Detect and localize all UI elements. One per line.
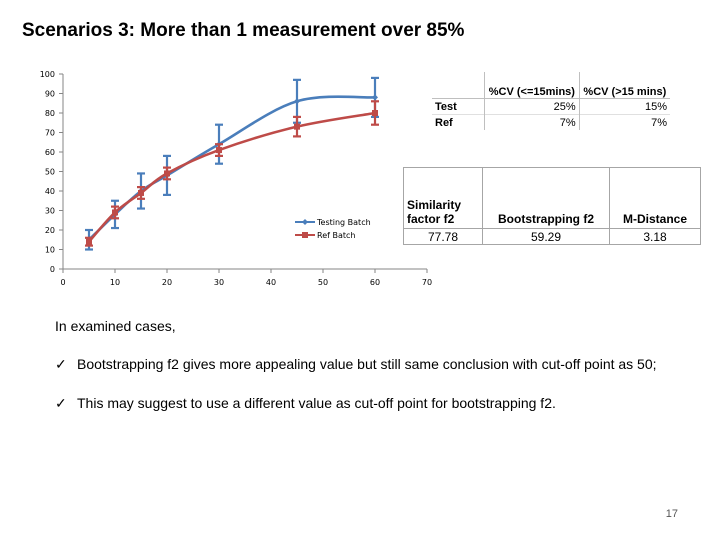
intro-text: In examined cases, <box>55 318 176 334</box>
cv-cell: 7% <box>484 114 580 130</box>
x-tick-label: 20 <box>162 278 172 287</box>
y-tick-label: 30 <box>45 207 55 216</box>
cv-row-label: Ref <box>432 114 485 130</box>
similarity-value-f2: 77.78 <box>403 228 483 245</box>
y-tick-label: 60 <box>45 148 55 157</box>
similarity-header-mdist: M-Distance <box>609 167 701 229</box>
data-point <box>86 238 92 245</box>
cv-header-1: %CV (<=15mins) <box>484 72 580 99</box>
x-tick-label: 70 <box>422 278 432 287</box>
body-text: In examined cases, ✓ Bootstrapping f2 gi… <box>55 318 695 434</box>
similarity-values: 77.78 59.29 3.18 <box>403 228 701 245</box>
legend-label: Ref Batch <box>317 231 355 240</box>
bullet-item: ✓ This may suggest to use a different va… <box>55 395 695 412</box>
legend-label: Testing Batch <box>316 218 371 227</box>
similarity-header: Similarity factor f2 Bootstrapping f2 M-… <box>403 167 701 229</box>
x-tick-label: 50 <box>318 278 328 287</box>
cv-cell: 7% <box>578 114 670 130</box>
slide-title: Scenarios 3: More than 1 measurement ove… <box>22 20 465 41</box>
cv-table-corner <box>432 72 485 99</box>
similarity-value-mdist: 3.18 <box>609 228 701 245</box>
y-tick-label: 80 <box>45 109 55 118</box>
cv-row-test: Test 25% 15% <box>432 98 670 115</box>
similarity-table: Similarity factor f2 Bootstrapping f2 M-… <box>403 167 701 245</box>
check-icon: ✓ <box>55 356 67 372</box>
bullet-text: Bootstrapping f2 gives more appealing va… <box>77 356 657 372</box>
cv-cell: 25% <box>484 98 580 115</box>
y-tick-label: 10 <box>45 246 55 255</box>
y-tick-label: 90 <box>45 90 55 99</box>
y-tick-label: 0 <box>50 265 55 274</box>
cv-cell: 15% <box>578 98 670 115</box>
x-tick-label: 10 <box>110 278 120 287</box>
page-number: 17 <box>665 508 678 520</box>
y-tick-label: 20 <box>45 226 55 235</box>
x-tick-label: 0 <box>60 278 65 287</box>
y-tick-label: 50 <box>45 168 55 177</box>
similarity-header-f2: Similarity factor f2 <box>403 167 483 229</box>
check-icon: ✓ <box>55 395 67 411</box>
legend-marker <box>302 232 308 238</box>
dissolution-chart: 0 10 20 30 40 50 60 70 80 90 100 0 10 20 30 40 50 60 70 Tes… <box>40 70 432 287</box>
data-point <box>112 209 118 216</box>
data-point <box>372 94 378 101</box>
legend-marker <box>302 219 308 225</box>
data-point <box>216 147 222 154</box>
x-tick-label: 30 <box>214 278 224 287</box>
cv-table-header: %CV (<=15mins) %CV (>15 mins) <box>432 72 670 99</box>
cv-header-2: %CV (>15 mins) <box>578 72 670 99</box>
y-tick-label: 40 <box>45 187 55 196</box>
cv-row-ref: Ref 7% 7% <box>432 114 670 130</box>
cv-table: %CV (<=15mins) %CV (>15 mins) Test 25% 1… <box>432 72 670 130</box>
data-point <box>164 170 170 177</box>
bullet-item: ✓ Bootstrapping f2 gives more appealing … <box>55 356 695 373</box>
bullet-text: This may suggest to use a different valu… <box>77 395 556 411</box>
similarity-header-bootstrap: Bootstrapping f2 <box>482 167 610 229</box>
cv-row-label: Test <box>435 100 457 113</box>
data-point <box>372 110 378 116</box>
data-point <box>138 189 144 196</box>
data-point <box>294 123 300 130</box>
y-tick-label: 100 <box>40 70 55 79</box>
x-tick-label: 60 <box>370 278 380 287</box>
x-tick-label: 40 <box>266 278 276 287</box>
data-point <box>294 98 300 105</box>
similarity-value-bootstrap: 59.29 <box>482 228 610 245</box>
y-tick-label: 70 <box>45 129 55 138</box>
